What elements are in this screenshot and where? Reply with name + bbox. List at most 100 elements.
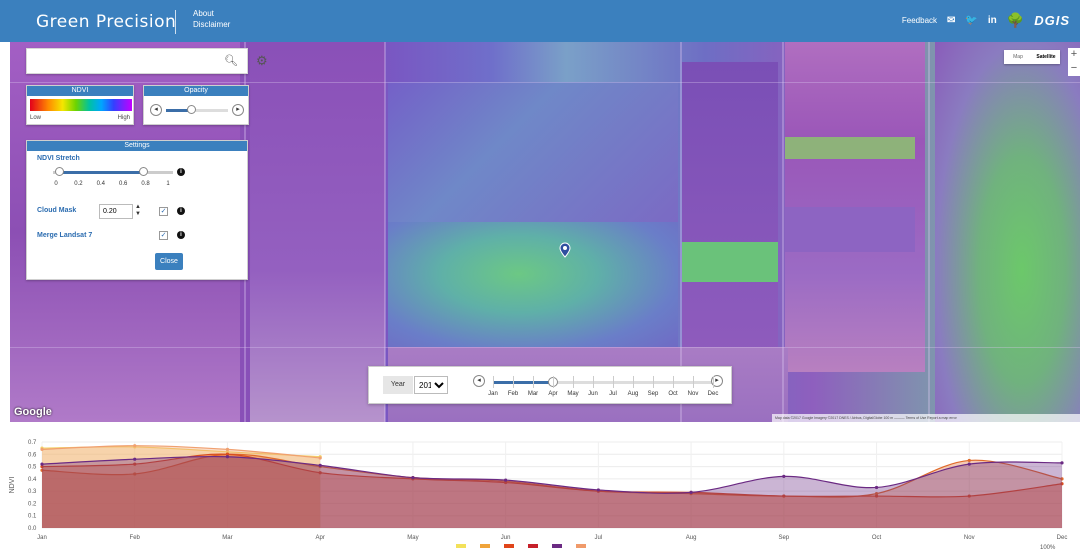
opacity-panel: Opacity ◂ ▸: [143, 85, 249, 125]
timeline-next-button[interactable]: ▸: [711, 375, 723, 387]
y-tick-label: 0.3: [28, 489, 37, 495]
header-divider: [175, 10, 176, 34]
settings-panel: Settings NDVI Stretch i 0 0.2 0.4 0.6 0.8 1 C…: [26, 140, 248, 280]
month-label-jun[interactable]: Jun: [588, 391, 598, 397]
feedback-link[interactable]: Feedback: [901, 16, 938, 25]
series-point-4: [225, 455, 230, 459]
series-area-1: [42, 445, 321, 528]
year-label: Year: [383, 376, 413, 394]
nav-disclaimer-link[interactable]: Disclaimer: [193, 20, 231, 29]
series-point-4: [133, 457, 137, 461]
month-label-dec[interactable]: Dec: [707, 391, 719, 397]
series-point-4: [782, 474, 786, 478]
ndvi-stretch-slider[interactable]: [53, 167, 173, 176]
month-label-oct[interactable]: Oct: [668, 391, 678, 397]
legend-swatch-4[interactable]: [552, 544, 562, 548]
year-select[interactable]: 2017: [414, 376, 448, 394]
x-tick-label: Mar: [222, 535, 232, 541]
ndvi-legend-panel: NDVI Low High: [26, 85, 134, 125]
month-tick: [673, 376, 674, 388]
month-label-sep[interactable]: Sep: [647, 391, 659, 397]
merge-landsat-info-icon[interactable]: i: [177, 231, 185, 239]
series-point-3: [318, 471, 322, 475]
x-tick-label: Jul: [595, 535, 603, 541]
series-area-3: [42, 454, 1062, 528]
ndvi-stretch-max-thumb[interactable]: [139, 167, 148, 176]
zoom-level[interactable]: 100%: [1040, 545, 1056, 551]
x-tick-label: May: [407, 535, 418, 541]
linkedin-icon[interactable]: in: [987, 15, 997, 26]
x-tick-label: Nov: [964, 535, 975, 541]
month-label-apr[interactable]: Apr: [548, 391, 558, 397]
google-logo: Google: [14, 406, 52, 418]
legend-swatch-5[interactable]: [576, 544, 586, 548]
month-label-feb[interactable]: Feb: [507, 391, 519, 397]
legend-swatch-1[interactable]: [480, 544, 490, 548]
series-point-2: [967, 458, 971, 463]
opacity-slider-thumb[interactable]: [186, 105, 196, 114]
month-label-mar[interactable]: Mar: [527, 391, 539, 397]
merge-landsat-checkbox[interactable]: ✓: [159, 231, 168, 240]
map-type-map[interactable]: Map: [1013, 54, 1023, 60]
field-parcel: [935, 42, 1080, 422]
series-point-1: [225, 447, 230, 451]
legend-swatch-3[interactable]: [528, 544, 538, 548]
field-parcel: [388, 82, 678, 222]
x-tick-label: Aug: [686, 535, 697, 541]
close-button[interactable]: Close: [155, 253, 183, 270]
series-point-1: [40, 447, 44, 451]
stretch-tick-label: 0: [54, 181, 58, 187]
brand-title[interactable]: Green Precision: [36, 12, 177, 32]
series-point-3: [782, 494, 786, 498]
twitter-icon[interactable]: 🐦: [965, 15, 978, 26]
month-label-aug[interactable]: Aug: [627, 391, 639, 397]
series-point-2: [133, 472, 137, 476]
ndvi-low-label: Low: [30, 115, 42, 121]
series-point-4: [40, 462, 44, 466]
opacity-increase-button[interactable]: ▸: [232, 104, 244, 116]
legend-swatch-2[interactable]: [504, 544, 514, 548]
cloud-mask-stepper[interactable]: ▲ ▼: [135, 204, 141, 217]
month-tick: [513, 376, 514, 388]
search-icon[interactable]: 🔍︎: [224, 55, 238, 67]
cloud-mask-checkbox[interactable]: ✓: [159, 207, 168, 216]
ndvi-stretch-min-thumb[interactable]: [55, 167, 64, 176]
mail-icon[interactable]: ✉: [947, 15, 956, 26]
map-type-satellite[interactable]: Satellite: [1036, 54, 1056, 60]
timeline-prev-button[interactable]: ◂: [473, 375, 485, 387]
series-area-2: [42, 454, 1062, 528]
location-marker-icon[interactable]: [559, 242, 571, 258]
ndvi-stretch-info-icon[interactable]: i: [177, 168, 185, 176]
ndvi-stretch-fill: [59, 171, 143, 174]
month-tick: [713, 376, 714, 388]
x-tick-label: Dec: [1057, 535, 1068, 541]
month-label-jan[interactable]: Jan: [488, 391, 498, 397]
zoom-in-button[interactable]: +: [1068, 48, 1080, 62]
series-point-0: [225, 450, 230, 454]
stretch-tick-label: 0.2: [74, 181, 83, 187]
nav-about-link[interactable]: About: [193, 9, 214, 18]
legend-swatch-0[interactable]: [456, 544, 466, 548]
series-line-4: [41, 455, 1063, 494]
map-attribution[interactable]: Map data ©2017 Google Imagery ©2017 DNES…: [772, 414, 1080, 422]
gear-icon[interactable]: ⚙: [256, 53, 268, 68]
month-slider-fill: [493, 381, 553, 384]
month-slider[interactable]: [493, 377, 713, 387]
field-boundary: [782, 42, 784, 422]
cloud-mask-info-icon[interactable]: i: [177, 207, 185, 215]
opacity-decrease-button[interactable]: ◂: [150, 104, 162, 116]
series-line-2: [41, 453, 1063, 498]
month-tick: [653, 376, 654, 388]
series-point-4: [318, 463, 322, 467]
series-point-3: [1060, 482, 1064, 486]
zoom-out-button[interactable]: −: [1068, 62, 1080, 76]
month-label-may[interactable]: May: [567, 391, 579, 397]
field-parcel: [785, 207, 915, 252]
opacity-slider[interactable]: [166, 105, 228, 114]
search-input[interactable]: [31, 52, 191, 70]
series-point-3: [967, 494, 971, 498]
cloud-mask-input[interactable]: [99, 204, 133, 219]
month-label-jul[interactable]: Jul: [609, 391, 617, 397]
x-tick-label: Oct: [872, 535, 882, 541]
month-label-nov[interactable]: Nov: [687, 391, 699, 397]
